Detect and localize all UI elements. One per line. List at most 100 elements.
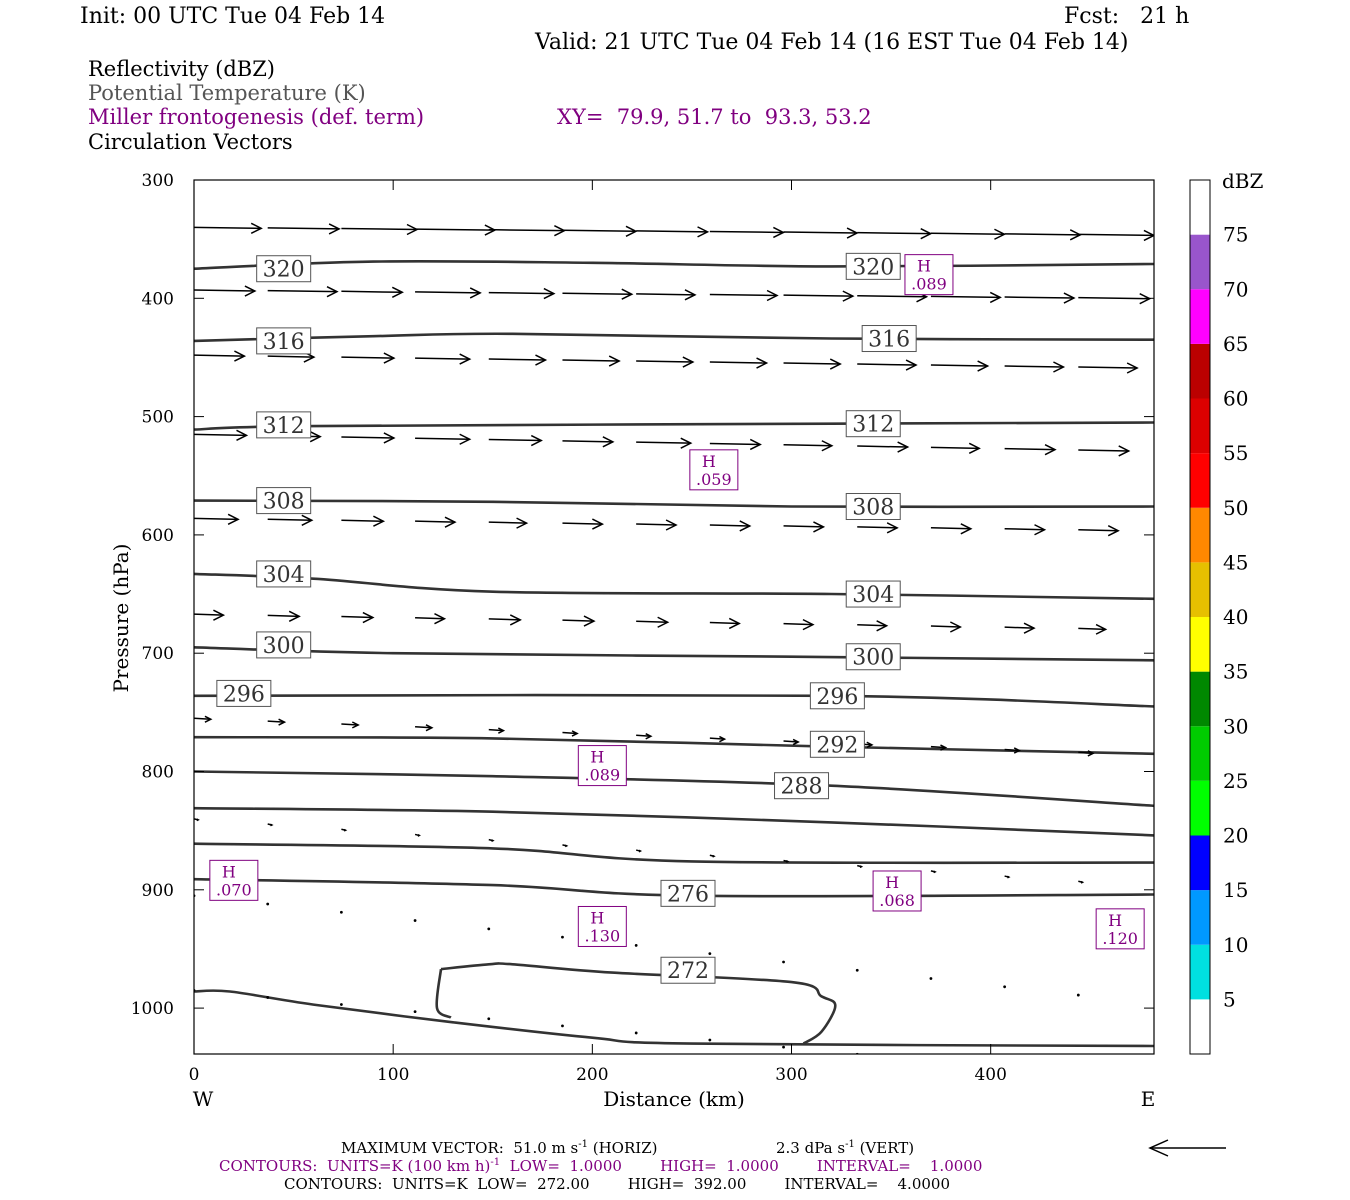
vector-head: [625, 225, 638, 237]
isentrope-label-text: 308: [263, 490, 305, 515]
field-vectors: Circulation Vectors: [88, 130, 293, 154]
vector-head: [886, 522, 899, 534]
circulation-vector: [709, 520, 752, 532]
frontogenesis-high-box: [577, 745, 627, 787]
footer-contours-theta: CONTOURS: UNITS=K LOW= 272.00 HIGH= 392.…: [284, 1175, 950, 1193]
colorbar-level-label: 10: [1223, 933, 1248, 957]
circulation-vector: [488, 287, 556, 300]
vector-head: [425, 724, 434, 732]
vector-head: [645, 733, 653, 740]
circulation-vector: [267, 285, 339, 298]
vector-head: [1053, 361, 1066, 373]
circulation-vector: [414, 833, 421, 837]
circulation-vector: [634, 1031, 638, 1035]
isentrope-label-box: [256, 560, 312, 588]
colorbar-level-label: 45: [1223, 550, 1248, 574]
vector-shaft: [562, 359, 620, 362]
isentrope-label-text: 304: [263, 563, 305, 588]
isentrope-272: [440, 962, 837, 1045]
circulation-vector: [636, 437, 693, 449]
vector-head: [989, 291, 1002, 304]
frontogenesis-high-box: [872, 870, 922, 912]
isentrope-label-layer: 320 320 316 316 312 312 308 308 304 304 300 300 296 2…: [216, 252, 917, 984]
y-tick-label: 900: [142, 881, 174, 901]
circulation-vector: [709, 357, 769, 369]
vector-dot: [339, 910, 343, 914]
vector-shaft: [857, 445, 908, 448]
isentrope-280: [194, 842, 1154, 865]
vector-shaft: [1078, 627, 1106, 631]
colorbar-level-label: 40: [1223, 605, 1248, 629]
vector-shaft: [415, 726, 432, 729]
vector-head: [1013, 747, 1021, 754]
circulation-vector: [783, 738, 800, 746]
vector-head: [859, 865, 864, 869]
isentrope-label: 288: [774, 772, 830, 800]
vector-shaft: [857, 526, 898, 529]
vector-shaft: [636, 523, 677, 526]
vector-head: [960, 523, 973, 535]
vector-head: [383, 352, 396, 364]
vector-shaft: [341, 723, 359, 726]
frontogenesis-high-letter: H: [590, 908, 604, 927]
vector-head: [719, 735, 727, 743]
vector-head: [583, 615, 596, 627]
x-tick-label: 0: [189, 1065, 200, 1085]
vector-shaft: [415, 437, 470, 440]
vector-head: [682, 356, 695, 368]
vector-shaft: [267, 518, 312, 522]
y-tick-label: 800: [142, 763, 174, 783]
init-time: Init: 00 UTC Tue 04 Feb 14: [80, 4, 386, 29]
isentrope-label-text: 288: [781, 775, 823, 800]
frontogenesis-high: H.089: [577, 745, 627, 787]
circulation-vector: [1078, 445, 1131, 457]
vector-head: [940, 744, 948, 751]
circulation-vector: [708, 1038, 712, 1042]
frontogenesis-high: H.070: [209, 859, 259, 901]
x-tick-label: 300: [775, 1065, 807, 1085]
circulation-vector: [488, 838, 495, 843]
frontogenesis-high-value: .120: [1102, 929, 1138, 948]
vector-shaft: [930, 625, 961, 628]
circulation-vector: [1004, 361, 1066, 373]
vector-head: [351, 721, 360, 729]
vector-shaft: [341, 227, 417, 231]
circulation-vector: [488, 517, 529, 529]
vector-head: [821, 440, 834, 452]
colorbar-segment: [1190, 835, 1210, 891]
isentrope-label: 272: [660, 956, 716, 984]
vector-shaft: [1004, 365, 1064, 368]
circulation-vector: [194, 222, 263, 234]
circulation-vector: [194, 285, 257, 297]
colorbar-segment: [1190, 726, 1210, 781]
vector-head: [270, 823, 274, 827]
circulation-vector: [709, 735, 727, 743]
vector-shaft: [930, 295, 1001, 299]
circulation-vector: [341, 432, 396, 444]
isentrope-label: 300: [256, 631, 312, 659]
circulation-vector: [783, 227, 859, 239]
frontogenesis-high-letter: H: [702, 452, 716, 471]
circulation-vector: [1078, 362, 1139, 374]
isentrope-label-box: [256, 487, 312, 515]
vector-shaft: [562, 440, 613, 443]
isentrope-label: 296: [809, 682, 865, 710]
circulation-vector: [1004, 875, 1011, 879]
colorbar-segment: [1190, 453, 1210, 508]
vector-shaft: [488, 728, 504, 732]
vector-shaft: [488, 291, 554, 295]
circulation-vector: [929, 977, 933, 980]
circulation-vector: [783, 521, 826, 533]
colorbar-level-label: 55: [1223, 441, 1248, 465]
vector-shaft: [783, 622, 813, 626]
circulation-vector: [341, 223, 419, 236]
vector-shaft: [194, 717, 211, 721]
isentrope-296: [194, 693, 1154, 708]
vector-shaft: [857, 295, 927, 298]
isentrope-label: 308: [845, 493, 901, 521]
circulation-vector: [562, 844, 569, 848]
valid-time: Valid: 21 UTC Tue 04 Feb 14 (16 EST Tue …: [535, 30, 1129, 55]
vector-head: [749, 438, 762, 451]
vector-shaft: [562, 229, 636, 233]
vector-shaft: [783, 444, 832, 447]
